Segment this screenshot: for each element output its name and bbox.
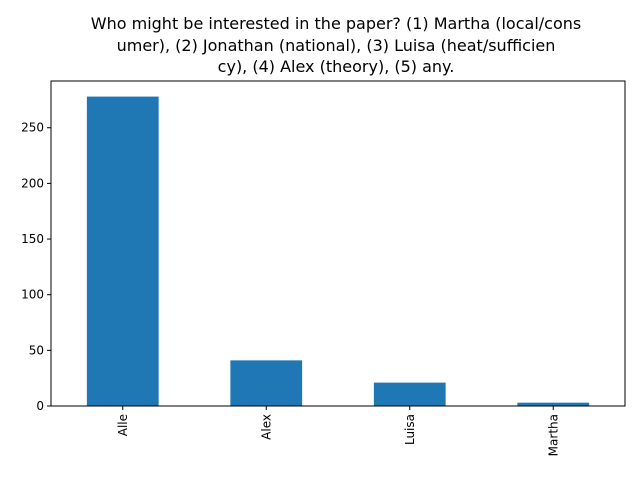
chart-title: Who might be interested in the paper? (1… xyxy=(91,14,581,76)
x-axis: Alle Alex Luisa Martha xyxy=(116,406,560,456)
bar-alex xyxy=(230,360,303,406)
chart-title-line-3: cy), (4) Alex (theory), (5) any. xyxy=(218,57,455,76)
bar-martha xyxy=(517,402,590,406)
y-tick-label-150: 150 xyxy=(21,232,44,246)
y-tick-label-0: 0 xyxy=(36,399,44,413)
y-tick-label-50: 50 xyxy=(29,343,44,357)
bars-group xyxy=(86,96,590,407)
y-axis: 0 50 100 150 200 250 xyxy=(21,121,51,413)
y-tick-label-100: 100 xyxy=(21,288,44,302)
plot-frame xyxy=(50,80,626,407)
chart-title-line-1: Who might be interested in the paper? (1… xyxy=(91,14,581,33)
bar-alle xyxy=(86,96,159,407)
x-tick-label-alle: Alle xyxy=(116,414,130,436)
chart-title-line-2: umer), (2) Jonathan (national), (3) Luis… xyxy=(117,36,556,55)
x-tick-label-alex: Alex xyxy=(259,414,273,440)
bar-luisa xyxy=(373,382,446,406)
y-tick-label-200: 200 xyxy=(21,176,44,190)
y-tick-label-250: 250 xyxy=(21,121,44,135)
x-tick-label-martha: Martha xyxy=(546,414,560,456)
x-tick-label-luisa: Luisa xyxy=(403,414,417,445)
